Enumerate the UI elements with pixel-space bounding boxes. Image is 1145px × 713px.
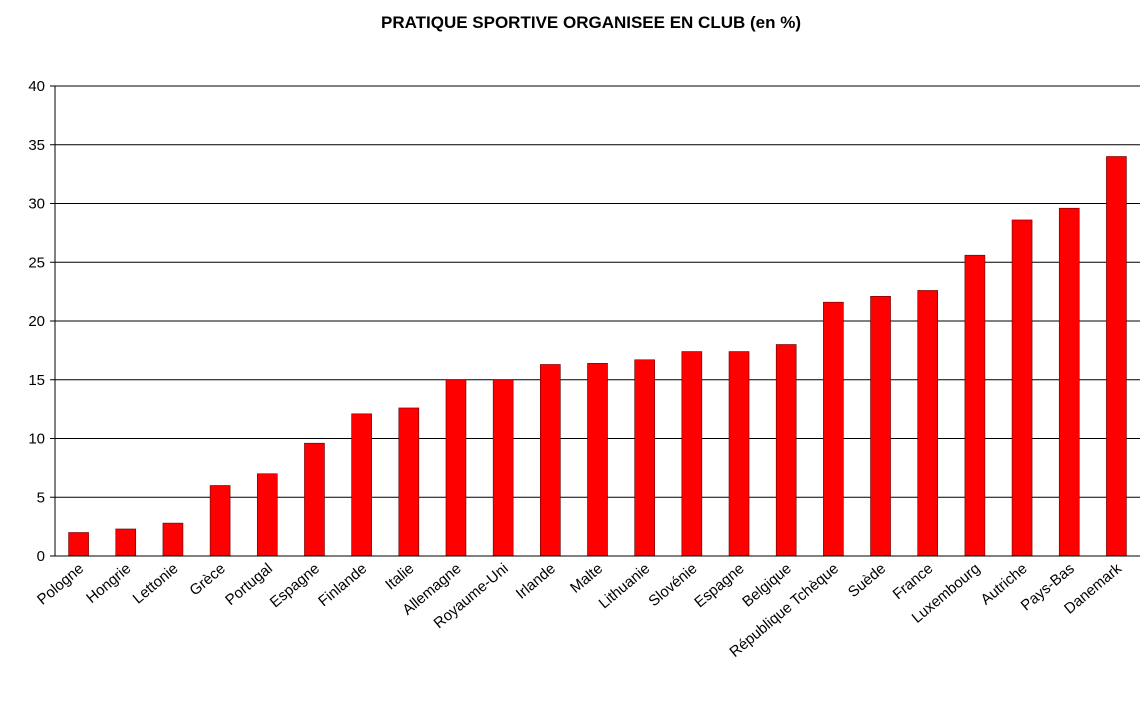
bar — [1011, 219, 1033, 557]
y-tick-label: 35 — [28, 137, 45, 154]
y-tick-label: 40 — [28, 78, 45, 95]
bar — [304, 442, 325, 557]
y-tick-label: 15 — [28, 372, 45, 389]
x-tick-label: Slovénie — [645, 560, 700, 610]
x-tick-label: Espagne — [267, 560, 323, 611]
bar — [492, 379, 514, 557]
bar — [587, 362, 608, 557]
y-tick-label: 5 — [37, 489, 45, 506]
x-tick-label: Pologne — [34, 560, 87, 608]
bar — [681, 351, 703, 557]
x-tick-label: Hongrie — [83, 560, 134, 607]
x-tick-label: Finlande — [315, 560, 370, 610]
bar — [823, 301, 844, 557]
bar — [351, 413, 372, 557]
bar — [162, 522, 184, 557]
y-tick-label: 25 — [28, 254, 45, 271]
bar — [1058, 207, 1080, 557]
bar — [209, 485, 231, 557]
x-tick-label: Italie — [382, 560, 417, 593]
chart-title: PRATIQUE SPORTIVE ORGANISEE EN CLUB (en … — [381, 13, 801, 32]
bar — [634, 359, 655, 557]
bar — [398, 407, 420, 557]
x-tick-label: Lithuanie — [596, 560, 654, 612]
bar — [917, 290, 939, 557]
x-tick-label: Irlande — [513, 560, 559, 603]
x-tick-label: Portugal — [222, 560, 276, 609]
bar — [256, 473, 278, 557]
x-tick-label: Lettonie — [130, 560, 182, 607]
bar — [775, 344, 797, 557]
x-tick-label: Espagne — [691, 560, 747, 611]
bar — [540, 364, 561, 557]
bar — [1106, 156, 1127, 557]
x-tick-label: Grèce — [186, 560, 228, 599]
y-tick-label: 10 — [28, 431, 45, 448]
y-tick-label: 0 — [37, 548, 45, 565]
bar — [115, 528, 137, 557]
x-tick-label: Malte — [567, 560, 606, 597]
bar — [68, 532, 89, 557]
bar — [964, 254, 986, 557]
y-tick-label: 30 — [28, 196, 45, 213]
bar — [728, 351, 750, 557]
x-tick-label: Suède — [845, 560, 889, 601]
bar — [870, 296, 891, 557]
bar — [445, 379, 467, 557]
y-tick-label: 20 — [28, 313, 45, 330]
